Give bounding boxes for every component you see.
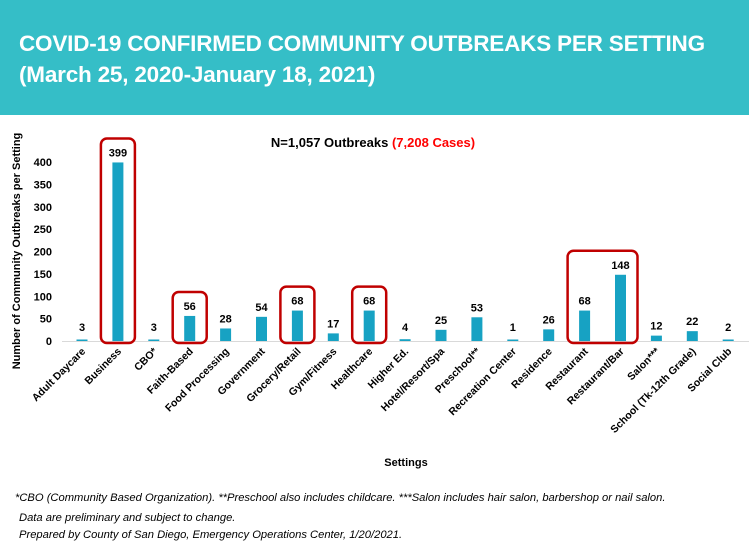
highlight-box (279, 285, 316, 345)
bar (327, 333, 339, 341)
footnote-abbreviations: *CBO (Community Based Organization). **P… (15, 492, 666, 504)
data-label: 1 (510, 322, 516, 334)
bar (148, 339, 160, 341)
highlight-box (350, 285, 388, 345)
title-line-1: COVID-19 CONFIRMED COMMUNITY OUTBREAKS P… (19, 31, 705, 56)
bar (722, 339, 734, 341)
y-axis-label: Number of Community Outbreaks per Settin… (11, 133, 23, 370)
x-tick-label: Business (83, 346, 125, 388)
chart-title-cases: (7,208 Cases) (392, 135, 475, 150)
x-tick-label: Adult Daycare (30, 346, 89, 405)
bar (399, 339, 411, 341)
data-label: 2 (725, 322, 731, 334)
data-label: 26 (543, 314, 555, 326)
data-label: 68 (291, 296, 303, 308)
data-label: 22 (686, 316, 698, 328)
bar (363, 310, 375, 341)
data-label: 68 (578, 296, 590, 308)
bar (435, 329, 447, 341)
data-label: 12 (650, 321, 662, 333)
bar (543, 329, 555, 341)
data-label: 68 (363, 296, 375, 308)
data-label: 28 (219, 313, 231, 325)
bar (507, 339, 519, 341)
title-banner: COVID-19 CONFIRMED COMMUNITY OUTBREAKS P… (0, 0, 749, 115)
x-tick-label: Hotel/Resort/Spa (379, 346, 447, 414)
x-tick-label: CBO* (132, 345, 161, 374)
data-label: 3 (151, 322, 157, 334)
x-tick-label: Recreation Center (446, 346, 518, 418)
bar (686, 331, 698, 341)
bar (76, 339, 88, 341)
page-title: COVID-19 CONFIRMED COMMUNITY OUTBREAKS P… (19, 28, 705, 90)
bar (615, 274, 626, 341)
title-line-2: (March 25, 2020-January 18, 2021) (19, 62, 376, 87)
highlight-box (99, 137, 137, 345)
data-label: 56 (184, 301, 196, 313)
data-label: 399 (109, 147, 127, 159)
data-label: 4 (402, 322, 409, 334)
y-tick-label: 300 (34, 202, 52, 214)
data-label: 3 (79, 322, 85, 334)
bar (256, 316, 267, 341)
y-tick-label: 0 (46, 336, 52, 348)
footnote-prepared-by: Prepared by County of San Diego, Emergen… (19, 529, 403, 541)
bar (650, 335, 662, 341)
y-tick-label: 150 (34, 269, 52, 281)
footnote-preliminary: Data are preliminary and subject to chan… (19, 512, 236, 524)
data-label: 25 (435, 315, 447, 327)
x-axis-label: Settings (384, 457, 427, 469)
bar (579, 310, 591, 341)
y-tick-label: 200 (34, 247, 52, 259)
y-tick-label: 50 (40, 314, 52, 326)
bar (471, 317, 483, 341)
bar (184, 315, 196, 341)
highlight-box (171, 290, 208, 345)
highlight-box (566, 249, 639, 345)
bar (220, 328, 232, 341)
y-tick-label: 350 (34, 179, 52, 191)
data-label: 54 (255, 302, 268, 314)
bar (112, 162, 124, 341)
data-label: 17 (327, 318, 339, 330)
y-tick-label: 250 (34, 224, 52, 236)
data-label: 148 (611, 260, 629, 272)
y-tick-label: 400 (34, 157, 52, 169)
chart-title: N=1,057 Outbreaks (7,208 Cases) (271, 135, 475, 150)
x-tick-label: Food Processing (163, 346, 232, 415)
bar (291, 310, 303, 341)
chart-title-outbreaks: N=1,057 Outbreaks (271, 135, 388, 150)
y-tick-label: 100 (34, 291, 52, 303)
data-label: 53 (471, 302, 483, 314)
bar-chart: N=1,057 Outbreaks (7,208 Cases) Number o… (11, 133, 749, 469)
